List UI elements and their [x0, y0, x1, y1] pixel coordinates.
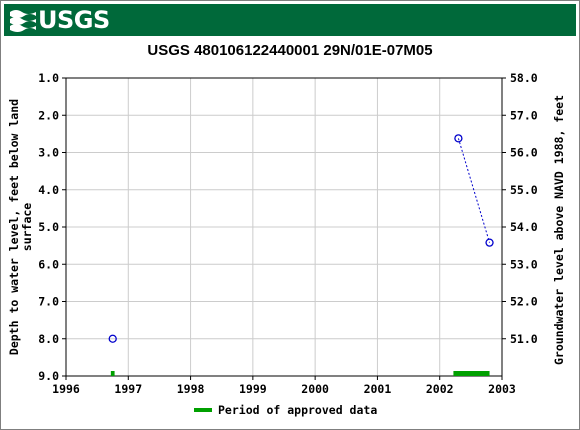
left-tick-label: 6.0	[38, 257, 59, 271]
y-axis-left-label-line2: surface	[20, 203, 34, 252]
right-tick-label: 55.0	[510, 183, 538, 197]
usgs-banner: USGS	[4, 4, 576, 36]
left-tick-label: 3.0	[38, 146, 59, 160]
x-tick-label: 1996	[52, 382, 80, 396]
x-tick-label: 2001	[364, 382, 392, 396]
left-axis: 1.0 2.0 3.0 4.0 5.0 6.0 7.0 8.0 9.0	[38, 71, 66, 383]
x-tick-label: 1998	[177, 382, 205, 396]
left-tick-label: 1.0	[38, 71, 59, 85]
left-tick-label: 9.0	[38, 369, 59, 383]
approved-period-bar	[453, 371, 490, 376]
x-tick-label: 1999	[239, 382, 267, 396]
chart-title: USGS 480106122440001 29N/01E-07M05	[147, 42, 433, 59]
x-axis: 1996 1997 1998 1999 2000 2001 2002 2003	[52, 376, 516, 396]
data-series	[108, 134, 494, 343]
usgs-logo-text: USGS	[38, 6, 110, 34]
right-tick-label: 54.0	[510, 220, 538, 234]
right-tick-label: 57.0	[510, 108, 538, 122]
right-tick-label: 51.0	[510, 332, 538, 346]
grid-lines	[65, 77, 503, 377]
right-axis: 58.0 57.0 56.0 55.0 54.0 53.0 52.0 51.0	[502, 71, 538, 346]
data-point	[108, 334, 117, 343]
y-axis-left-label-line1: Depth to water level, feet below land	[7, 99, 21, 355]
approved-period-bar	[110, 371, 115, 376]
left-tick-label: 4.0	[38, 183, 59, 197]
data-point	[454, 134, 463, 143]
left-tick-label: 8.0	[38, 332, 59, 346]
x-tick-label: 2003	[488, 382, 516, 396]
data-point	[485, 238, 494, 247]
right-tick-label: 53.0	[510, 257, 538, 271]
x-tick-label: 2000	[301, 382, 329, 396]
right-tick-label: 56.0	[510, 146, 538, 160]
x-tick-label: 2002	[426, 382, 454, 396]
approved-periods	[110, 371, 490, 376]
right-tick-label: 52.0	[510, 295, 538, 309]
legend: Period of approved data	[194, 403, 377, 417]
legend-label: Period of approved data	[218, 403, 377, 417]
left-tick-label: 7.0	[38, 295, 59, 309]
left-tick-label: 5.0	[38, 220, 59, 234]
right-tick-label: 58.0	[510, 71, 538, 85]
y-axis-right-label: Groundwater level above NAVD 1988, feet	[552, 95, 566, 365]
x-tick-label: 1997	[114, 382, 142, 396]
usgs-wave-logo-icon	[10, 10, 36, 32]
left-tick-label: 2.0	[38, 108, 59, 122]
